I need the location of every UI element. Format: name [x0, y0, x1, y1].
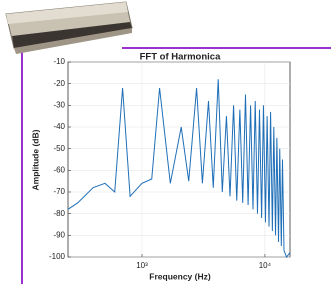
y-tick-label: -30	[53, 100, 65, 109]
y-tick-label: -90	[53, 230, 65, 239]
y-tick-label: -100	[49, 252, 66, 261]
y-tick-label: -80	[53, 209, 65, 218]
x-tick-label: 10³	[136, 261, 148, 270]
x-tick-label: 10⁴	[259, 261, 272, 270]
y-axis-label: Amplitude (dB)	[30, 129, 40, 190]
chart-title: FFT of Harmonica	[140, 52, 221, 63]
harmonica-image	[6, 2, 132, 54]
y-tick-label: -20	[53, 79, 65, 88]
x-axis-label: Frequency (Hz)	[149, 271, 211, 281]
y-tick-label: -70	[53, 187, 65, 196]
y-tick-label: -40	[53, 122, 65, 131]
y-tick-label: -10	[53, 57, 65, 66]
y-tick-label: -60	[53, 165, 65, 174]
page: FFT of Harmonica Frequency (Hz) Amplitud…	[0, 0, 331, 284]
y-tick-label: -50	[53, 144, 65, 153]
chart: FFT of Harmonica Frequency (Hz) Amplitud…	[0, 0, 331, 284]
